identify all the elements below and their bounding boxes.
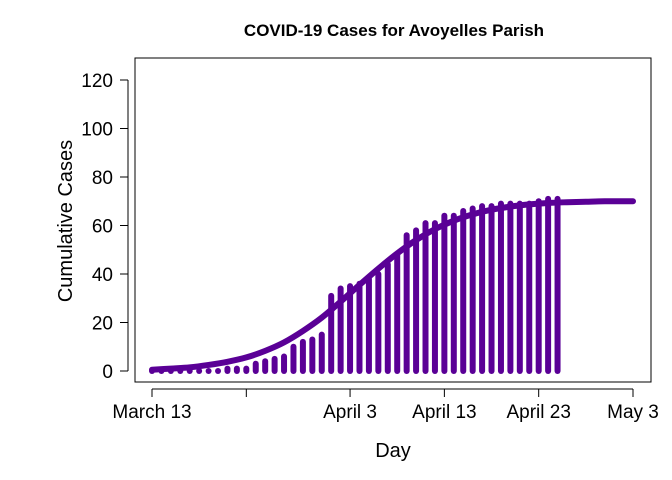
x-tick-label: April 13 <box>412 402 476 423</box>
y-tick-label: 60 <box>92 217 113 238</box>
y-ticks: 0 20 40 60 80 100 120 <box>81 71 128 383</box>
fitted-curve-series <box>149 198 636 373</box>
y-axis-label: Cumulative Cases <box>55 140 77 302</box>
y-tick-label: 120 <box>81 71 113 92</box>
x-tick-label: April 3 <box>323 402 377 423</box>
x-tick-label: April 23 <box>506 402 570 423</box>
plot-frame <box>134 57 652 383</box>
x-tick-label: March 13 <box>112 402 191 423</box>
fitted-curve-line <box>149 198 636 373</box>
bar-series <box>149 195 561 374</box>
y-tick-label: 40 <box>92 265 113 286</box>
y-tick-label: 100 <box>81 120 113 141</box>
y-tick-label: 20 <box>92 314 113 335</box>
chart-title: COVID-19 Cases for Avoyelles Parish <box>244 21 544 40</box>
x-axis-label: Day <box>375 440 411 462</box>
y-tick-label: 80 <box>92 168 113 189</box>
y-tick-label: 0 <box>102 362 113 383</box>
x-tick-label: May 3 <box>607 402 659 423</box>
x-ticks: March 13 April 3 April 13 April 23 May 3 <box>112 389 659 423</box>
